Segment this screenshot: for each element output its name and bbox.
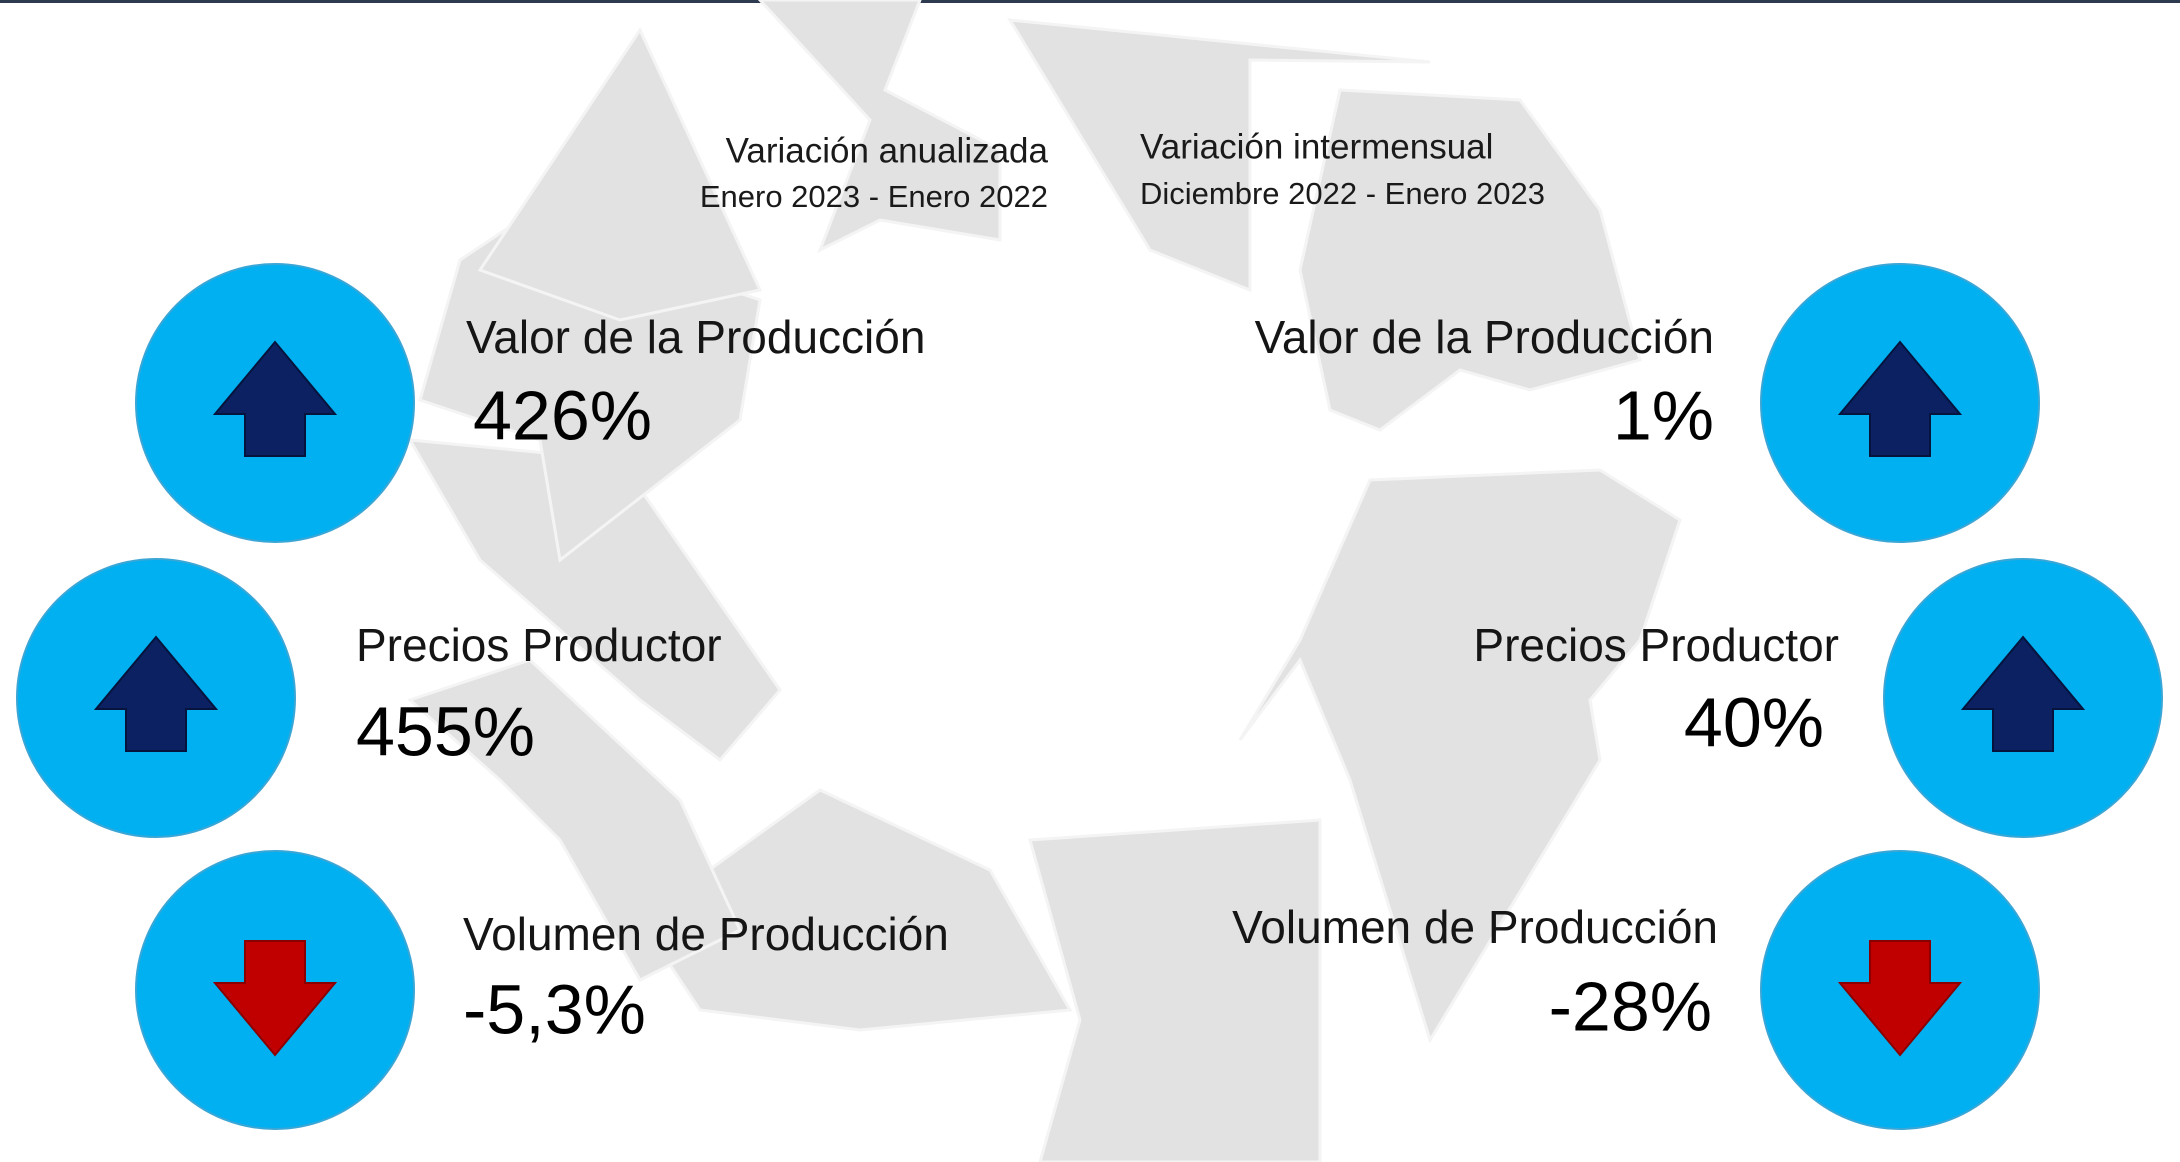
indicator-value: 455%	[356, 692, 535, 770]
indicator-label: Valor de la Producción	[466, 311, 925, 363]
indicator-label: Precios Productor	[1473, 619, 1839, 671]
indicator-label: Valor de la Producción	[1255, 311, 1714, 363]
indicator-label: Volumen de Producción	[463, 908, 949, 960]
indicator-value: 426%	[473, 376, 652, 454]
monthly-subtitle: Diciembre 2022 - Enero 2023	[1140, 176, 1545, 211]
indicator-value: 1%	[1613, 376, 1714, 454]
slide: Variación anualizada Enero 2023 - Enero …	[0, 0, 2180, 1162]
annual-subtitle: Enero 2023 - Enero 2022	[700, 179, 1048, 214]
indicator-value: -28%	[1549, 967, 1712, 1045]
indicator-value: -5,3%	[463, 970, 646, 1048]
indicator-label: Volumen de Producción	[1232, 901, 1718, 953]
indicator-label: Precios Productor	[356, 619, 722, 671]
indicator-value: 40%	[1684, 683, 1824, 761]
page: {"annual": {"title": "Variación anualiza…	[0, 0, 2180, 1162]
annual-title: Variación anualizada	[726, 131, 1049, 170]
top-rule	[0, 0, 2180, 3]
monthly-title: Variación intermensual	[1140, 127, 1493, 166]
